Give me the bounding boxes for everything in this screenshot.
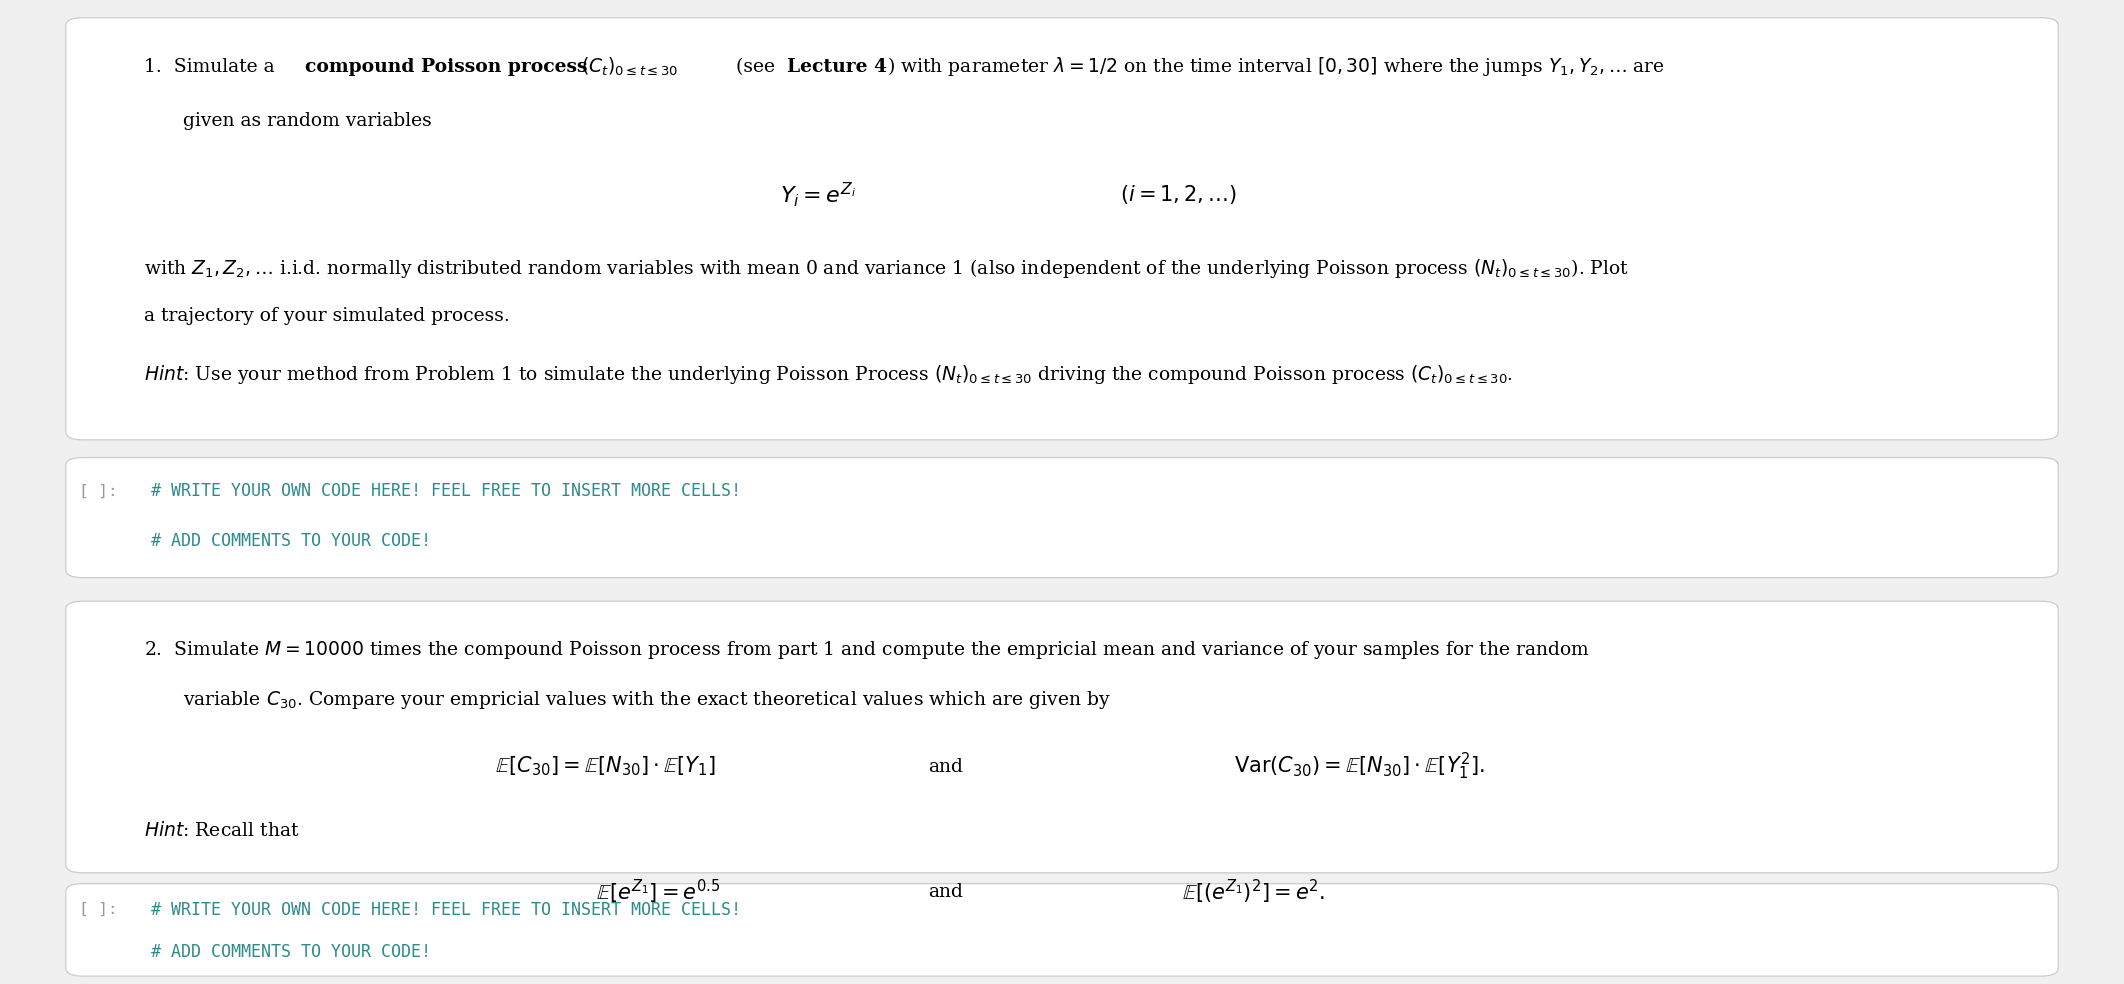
Text: variable $C_{30}$. Compare your empricial values with the exact theoretical valu: variable $C_{30}$. Compare your empricia… bbox=[183, 689, 1111, 710]
Text: and: and bbox=[928, 758, 962, 775]
Text: 2.  Simulate $M = 10000$ times the compound Poisson process from part 1 and comp: 2. Simulate $M = 10000$ times the compou… bbox=[144, 640, 1591, 661]
Text: # ADD COMMENTS TO YOUR CODE!: # ADD COMMENTS TO YOUR CODE! bbox=[151, 531, 431, 550]
Text: a trajectory of your simulated process.: a trajectory of your simulated process. bbox=[144, 307, 510, 325]
Text: 1.  Simulate a: 1. Simulate a bbox=[144, 58, 280, 76]
Text: $\mathrm{Var}(C_{30}) = \mathbb{E}[N_{30}] \cdot \mathbb{E}[Y_1^2].$: $\mathrm{Var}(C_{30}) = \mathbb{E}[N_{30… bbox=[1234, 751, 1485, 782]
Text: Lecture 4: Lecture 4 bbox=[788, 58, 888, 76]
Text: given as random variables: given as random variables bbox=[183, 112, 431, 130]
Text: # ADD COMMENTS TO YOUR CODE!: # ADD COMMENTS TO YOUR CODE! bbox=[151, 943, 431, 961]
Text: [ ]:: [ ]: bbox=[79, 483, 117, 498]
Text: $(C_t)_{0\leq t\leq 30}$: $(C_t)_{0\leq t\leq 30}$ bbox=[582, 56, 678, 78]
Text: $\mathit{Hint}$: Recall that: $\mathit{Hint}$: Recall that bbox=[144, 821, 299, 840]
Text: $\mathbb{E}[e^{Z_1}] = e^{0.5}$: $\mathbb{E}[e^{Z_1}] = e^{0.5}$ bbox=[597, 878, 720, 905]
Text: $\mathbb{E}[(e^{Z_1})^2] = e^2.$: $\mathbb{E}[(e^{Z_1})^2] = e^2.$ bbox=[1181, 878, 1325, 905]
Text: $Y_i = e^{Z_i}$: $Y_i = e^{Z_i}$ bbox=[780, 180, 856, 210]
Text: $\mathbb{E}[C_{30}] = \mathbb{E}[N_{30}] \cdot \mathbb{E}[Y_1]$: $\mathbb{E}[C_{30}] = \mathbb{E}[N_{30}]… bbox=[495, 755, 716, 778]
Text: # WRITE YOUR OWN CODE HERE! FEEL FREE TO INSERT MORE CELLS!: # WRITE YOUR OWN CODE HERE! FEEL FREE TO… bbox=[151, 482, 741, 500]
Text: # WRITE YOUR OWN CODE HERE! FEEL FREE TO INSERT MORE CELLS!: # WRITE YOUR OWN CODE HERE! FEEL FREE TO… bbox=[151, 900, 741, 918]
FancyBboxPatch shape bbox=[66, 458, 2058, 578]
Text: ) with parameter $\lambda = 1/2$ on the time interval $[0, 30]$ where the jumps : ) with parameter $\lambda = 1/2$ on the … bbox=[888, 55, 1665, 79]
Text: $\mathit{Hint}$: Use your method from Problem 1 to simulate the underlying Poiss: $\mathit{Hint}$: Use your method from Pr… bbox=[144, 363, 1514, 387]
Text: and: and bbox=[928, 883, 962, 900]
Text: [ ]:: [ ]: bbox=[79, 902, 117, 917]
Text: with $Z_1, Z_2, \ldots$ i.i.d. normally distributed random variables with mean 0: with $Z_1, Z_2, \ldots$ i.i.d. normally … bbox=[144, 257, 1629, 280]
FancyBboxPatch shape bbox=[66, 18, 2058, 440]
FancyBboxPatch shape bbox=[66, 884, 2058, 976]
Text: compound Poisson process: compound Poisson process bbox=[306, 58, 588, 76]
Text: $(i = 1, 2, \ldots)$: $(i = 1, 2, \ldots)$ bbox=[1121, 183, 1236, 207]
FancyBboxPatch shape bbox=[66, 601, 2058, 873]
Text: (see: (see bbox=[735, 58, 782, 76]
